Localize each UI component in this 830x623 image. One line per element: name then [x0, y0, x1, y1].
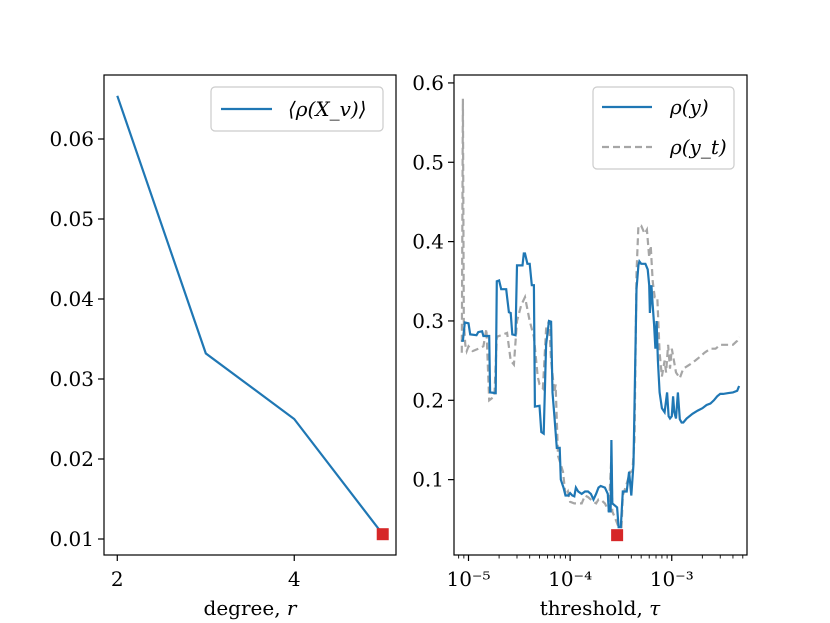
right-x-tick-label: 10⁻³ — [650, 567, 694, 591]
left-x-tick-label: 4 — [288, 567, 301, 591]
right-x-tick-label: 10⁻⁴ — [548, 567, 592, 591]
rho-yt-legend-entry: ρ(y_t) — [669, 135, 727, 159]
left-x-axis-label: degree, r — [204, 596, 298, 620]
rho-y-legend-entry: ρ(y) — [669, 95, 709, 119]
left-panel: 0.01 0.02 0.03 0.04 0.05 0.06 2 4 degree, r ⟨ρ… — [49, 74, 397, 620]
right-y-tick-label: 0.4 — [412, 230, 444, 254]
left-y-tick-label: 0.05 — [49, 207, 94, 231]
left-plot-frame — [103, 74, 397, 556]
left-x-tick-label: 2 — [111, 567, 124, 591]
right-panel: 0.1 0.2 0.3 0.4 0.5 0.6 10⁻⁵ 10⁻⁴ 10⁻³ threshol… — [412, 71, 748, 620]
left-y-tick-label: 0.03 — [49, 367, 94, 391]
right-y-tick-label: 0.6 — [412, 71, 444, 95]
left-y-tick-label: 0.01 — [49, 527, 94, 551]
right-y-tick-label: 0.1 — [412, 468, 444, 492]
left-legend-entry: ⟨ρ(X_v)⟩ — [288, 97, 367, 121]
rho-y-line — [461, 252, 741, 529]
left-y-tick-label: 0.02 — [49, 447, 94, 471]
right-x-tick-label: 10⁻⁵ — [446, 567, 490, 591]
right-y-tick-label: 0.5 — [412, 150, 444, 174]
left-y-tick-label: 0.06 — [49, 127, 94, 151]
right-selected-marker — [611, 529, 624, 542]
mean-rho-xv-line — [116, 95, 384, 535]
left-legend: ⟨ρ(X_v)⟩ — [210, 86, 384, 132]
left-selected-marker — [376, 528, 389, 541]
right-y-tick-label: 0.2 — [412, 388, 444, 412]
right-legend: ρ(y) ρ(y_t) — [592, 86, 735, 170]
right-x-axis-label: threshold, τ — [540, 596, 661, 620]
right-y-tick-label: 0.3 — [412, 309, 444, 333]
rho-yt-line — [460, 98, 741, 529]
left-y-tick-label: 0.04 — [49, 287, 94, 311]
